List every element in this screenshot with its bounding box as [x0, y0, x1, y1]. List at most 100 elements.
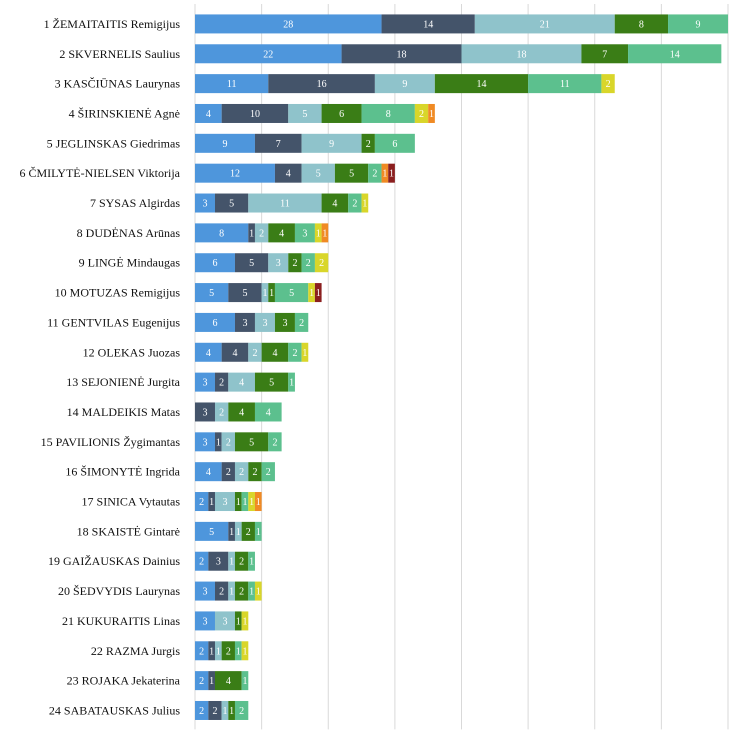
- category-label: 9 LINGĖ Mindaugas: [79, 256, 181, 270]
- bar-segment: [248, 462, 262, 482]
- bar-segment: [195, 103, 222, 123]
- bar-segment: [214, 671, 242, 691]
- bar-segment: [214, 402, 229, 422]
- data-label: 1: [242, 676, 247, 687]
- data-label: 1: [249, 587, 254, 598]
- bar-segment: [195, 74, 269, 94]
- bar-segment: [334, 163, 369, 183]
- bar-segment: [254, 312, 275, 332]
- data-label: 16: [317, 79, 327, 90]
- data-label: 2: [372, 169, 377, 180]
- bar-segment: [268, 223, 295, 243]
- bar-segment: [214, 372, 229, 392]
- data-label: 2: [199, 497, 204, 508]
- bar-segment: [248, 551, 255, 571]
- bar-segment: [228, 402, 255, 422]
- category-label: 19 GAIŽAUSKAS Dainius: [48, 554, 180, 568]
- category-label: 13 SEJONIENĖ Jurgita: [66, 375, 180, 389]
- bar-segment: [195, 342, 222, 362]
- data-label: 1: [362, 199, 367, 210]
- bar-segment: [195, 163, 275, 183]
- data-label: 4: [332, 199, 337, 210]
- data-label: 1: [249, 497, 254, 508]
- bar-segment: [221, 342, 249, 362]
- data-label: 5: [209, 527, 214, 538]
- bar-segment: [268, 253, 289, 273]
- data-label: 5: [229, 199, 234, 210]
- data-label: 9: [329, 139, 334, 150]
- data-label: 2: [226, 437, 231, 448]
- data-label: 3: [202, 199, 207, 210]
- bar-segment: [195, 432, 215, 452]
- bar-segment: [301, 342, 309, 362]
- data-label: 2: [199, 706, 204, 717]
- category-label: 14 MALDEIKIS Matas: [67, 405, 181, 419]
- data-label: 3: [242, 318, 247, 329]
- category-label: 15 PAVILIONIS Žygimantas: [41, 435, 181, 449]
- data-label: 11: [280, 199, 290, 210]
- data-label: 8: [386, 109, 391, 120]
- bar-segment: [195, 700, 209, 720]
- data-label: 10: [250, 109, 260, 120]
- bar-segment: [268, 432, 282, 452]
- category-label: 2 SKVERNELIS Saulius: [59, 47, 180, 61]
- data-label: 1: [242, 646, 247, 657]
- bar-segment: [288, 253, 302, 273]
- data-label: 3: [276, 258, 281, 269]
- data-label: 1: [322, 228, 327, 239]
- category-label: 3 KASČIŪNAS Laurynas: [55, 77, 181, 91]
- bar-segment: [268, 283, 275, 303]
- bar-segment: [195, 521, 229, 541]
- data-label: 3: [222, 497, 227, 508]
- bar-segment: [274, 283, 309, 303]
- data-label: 12: [230, 169, 240, 180]
- data-label: 1: [256, 527, 261, 538]
- data-label: 1: [269, 288, 274, 299]
- data-label: 1: [256, 497, 261, 508]
- data-label: 1: [236, 616, 241, 627]
- bar-segment: [668, 14, 728, 34]
- bar-segment: [234, 521, 242, 541]
- category-label: 16 ŠIMONYTĖ Ingrida: [65, 465, 180, 479]
- data-label: 3: [202, 437, 207, 448]
- bar-segment: [241, 492, 249, 512]
- data-label: 2: [199, 676, 204, 687]
- data-label: 1: [316, 228, 321, 239]
- data-label: 3: [202, 587, 207, 598]
- data-label: 1: [429, 109, 434, 120]
- data-label: 5: [302, 109, 307, 120]
- data-label: 1: [229, 587, 234, 598]
- data-label: 1: [382, 169, 387, 180]
- data-label: 6: [392, 139, 397, 150]
- bar-segment: [195, 14, 382, 34]
- data-label: 4: [286, 169, 291, 180]
- data-label: 2: [352, 199, 357, 210]
- bar-segment: [321, 193, 349, 213]
- data-label: 4: [272, 348, 277, 359]
- data-label: 5: [349, 169, 354, 180]
- category-label: 1 ŽEMAITAITIS Remigijus: [44, 17, 181, 31]
- bar-segment: [314, 253, 329, 273]
- bar-segment: [301, 253, 315, 273]
- bar-segment: [288, 103, 322, 123]
- bar-segment: [374, 74, 435, 94]
- data-label: 1: [216, 646, 221, 657]
- data-label: 4: [206, 348, 211, 359]
- data-label: 1: [289, 378, 294, 389]
- bar-segment: [195, 462, 222, 482]
- category-labels: 1 ŽEMAITAITIS Remigijus 2 SKVERNELIS Saul…: [20, 17, 181, 718]
- bar-segment: [381, 14, 475, 34]
- bar-segment: [214, 611, 235, 631]
- bar-segment: [195, 551, 209, 571]
- bar-segment: [195, 133, 255, 153]
- data-label: 1: [229, 706, 234, 717]
- data-label: 1: [242, 497, 247, 508]
- data-label: 5: [209, 288, 214, 299]
- bar-segment: [628, 44, 722, 64]
- data-label: 2: [272, 437, 277, 448]
- bar-segment: [248, 581, 255, 601]
- bar-segment: [195, 671, 209, 691]
- bar-segment: [374, 133, 415, 153]
- bar-segment: [254, 133, 302, 153]
